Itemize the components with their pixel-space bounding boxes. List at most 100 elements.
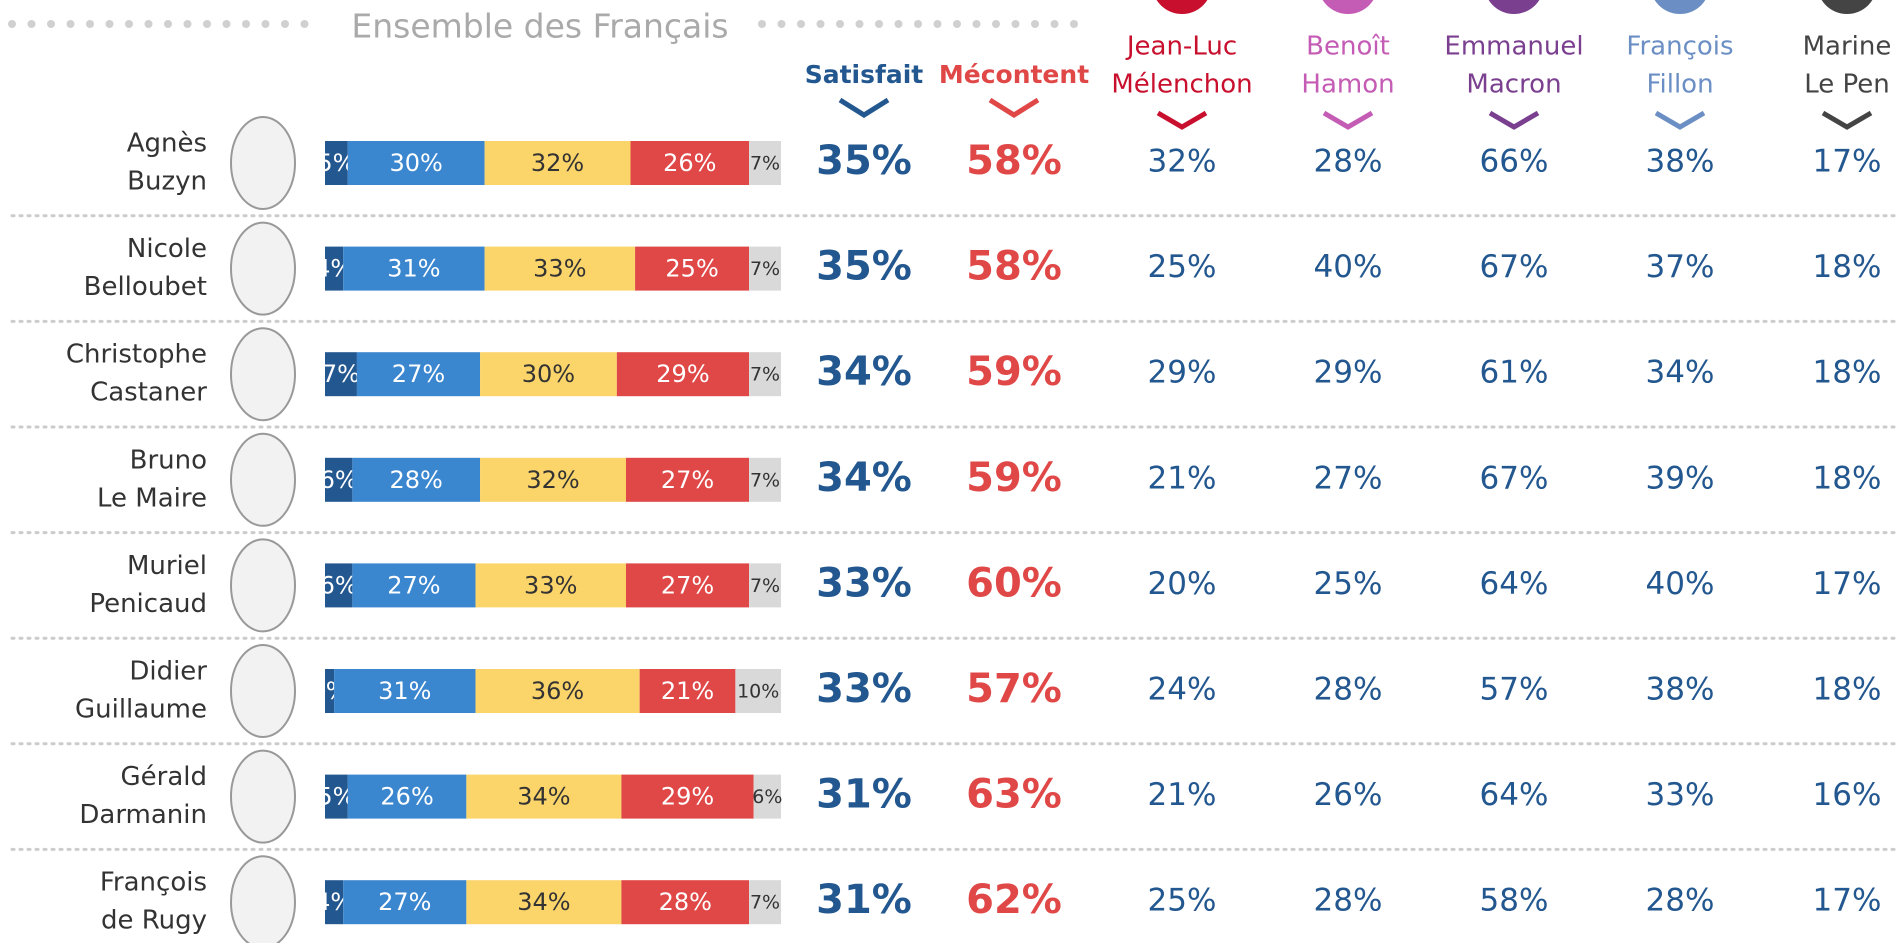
- portrait: [230, 538, 296, 633]
- segment-label: 6%: [752, 786, 782, 808]
- bar-segment: [616, 352, 750, 397]
- bar-segment: [749, 246, 781, 291]
- dot: [992, 20, 1000, 28]
- party-name: Benoît: [1306, 32, 1390, 62]
- party-value: 18%: [1813, 355, 1882, 391]
- row-name: Buzyn: [127, 167, 207, 197]
- bar-segment: [325, 141, 348, 185]
- segment-label: 29%: [656, 360, 709, 388]
- bar-segment: [735, 669, 781, 713]
- chevron: [1488, 110, 1540, 130]
- segment-label: 27%: [661, 571, 714, 599]
- segment-label: 26%: [380, 783, 433, 811]
- party-value: 28%: [1314, 144, 1383, 180]
- party-value: 18%: [1813, 460, 1882, 496]
- bar-segment: [749, 141, 781, 185]
- segment-label: 7%: [750, 575, 780, 597]
- dot: [758, 20, 766, 28]
- portrait: [230, 221, 296, 316]
- dot: [242, 20, 250, 28]
- satisfied-value: 35%: [816, 138, 912, 184]
- segment-label: 30%: [522, 360, 575, 388]
- party-value: 25%: [1314, 566, 1383, 602]
- bar-segment: [352, 457, 481, 502]
- party-value: 29%: [1314, 355, 1383, 391]
- satisfied-value: 31%: [816, 772, 912, 818]
- segment-label: 31%: [387, 255, 440, 283]
- dot: [203, 20, 211, 28]
- bar-segment: [466, 880, 622, 925]
- bar-segment: [343, 880, 467, 925]
- dot: [125, 20, 133, 28]
- party-value: 27%: [1314, 460, 1383, 496]
- bar-segment: [625, 457, 750, 502]
- satisfied-value: 35%: [816, 244, 912, 290]
- bar-segment: [630, 141, 750, 185]
- party-value: 57%: [1480, 672, 1549, 708]
- dot: [836, 20, 844, 28]
- segment-label: 27%: [387, 571, 440, 599]
- party-value: 38%: [1646, 672, 1715, 708]
- bar-segment: [484, 141, 631, 185]
- party-value: 40%: [1314, 249, 1383, 285]
- chevron: [1821, 110, 1873, 130]
- row-name: Muriel: [127, 551, 207, 581]
- party-value: 26%: [1314, 777, 1383, 813]
- chevron: [1322, 110, 1374, 130]
- dot: [8, 20, 16, 28]
- row-name: François: [100, 868, 207, 898]
- dot: [875, 20, 883, 28]
- segment-label: 27%: [392, 360, 445, 388]
- satisfied-value: 31%: [816, 877, 912, 923]
- segment-label: 28%: [659, 888, 712, 916]
- bar-segment: [621, 880, 750, 925]
- row-name: Le Maire: [97, 483, 207, 513]
- portrait: [230, 327, 296, 422]
- portrait: [230, 749, 296, 844]
- bar-segment: [343, 246, 485, 291]
- party-name: Le Pen: [1804, 70, 1890, 100]
- party-value: 67%: [1480, 249, 1549, 285]
- party-value: 25%: [1148, 249, 1217, 285]
- dot: [1050, 20, 1059, 28]
- segment-label: 34%: [517, 888, 570, 916]
- party-icon: [1654, 0, 1706, 14]
- bar-segment: [484, 246, 636, 291]
- segment-label: 27%: [378, 888, 431, 916]
- party-value: 21%: [1148, 777, 1217, 813]
- party-icon: [1322, 0, 1374, 14]
- party-icon: [1156, 0, 1208, 14]
- party-icon: [1488, 0, 1540, 14]
- party-value: 38%: [1646, 144, 1715, 180]
- chevron: [1156, 110, 1208, 130]
- row-name: Castaner: [90, 378, 207, 408]
- bar-segment: [352, 563, 476, 608]
- party-value: 18%: [1813, 672, 1882, 708]
- party-value: 29%: [1148, 355, 1217, 391]
- party-value: 28%: [1314, 883, 1383, 919]
- bar-segment: [466, 774, 622, 819]
- dot: [797, 20, 805, 28]
- bar-segment: [325, 352, 357, 397]
- dissatisfied-value: 60%: [966, 560, 1062, 606]
- dot: [105, 20, 114, 28]
- party-value: 39%: [1646, 460, 1715, 496]
- dot: [1070, 20, 1078, 28]
- party-value: 64%: [1480, 566, 1549, 602]
- bar-segment: [325, 563, 353, 608]
- dot: [281, 20, 289, 28]
- segment-label: 7%: [750, 892, 780, 914]
- dissatisfied-value: 63%: [966, 772, 1062, 818]
- party-name: Marine: [1803, 32, 1892, 62]
- segment-label: 32%: [526, 466, 579, 494]
- party-name: Fillon: [1646, 70, 1713, 100]
- chevron: [838, 97, 890, 118]
- row-name: Christophe: [66, 340, 207, 370]
- dissatisfied-header: Mécontent: [939, 60, 1089, 89]
- dot: [972, 20, 981, 28]
- segment-label: 36%: [531, 677, 584, 705]
- party-value: 18%: [1813, 249, 1882, 285]
- party-value: 32%: [1148, 144, 1217, 180]
- bar-segment: [325, 880, 344, 925]
